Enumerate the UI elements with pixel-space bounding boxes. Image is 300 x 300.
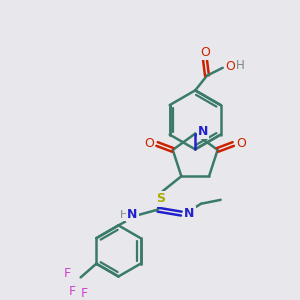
Text: N: N — [198, 125, 208, 138]
Text: H: H — [120, 210, 128, 220]
Text: H: H — [236, 59, 245, 72]
Text: F: F — [63, 267, 70, 280]
Text: N: N — [127, 208, 137, 221]
Text: O: O — [226, 60, 236, 73]
Text: O: O — [144, 136, 154, 149]
Text: O: O — [200, 46, 210, 59]
Text: F: F — [69, 285, 76, 298]
Text: S: S — [156, 192, 165, 206]
Text: F: F — [81, 287, 88, 300]
Text: O: O — [236, 136, 246, 149]
Text: N: N — [184, 207, 194, 220]
